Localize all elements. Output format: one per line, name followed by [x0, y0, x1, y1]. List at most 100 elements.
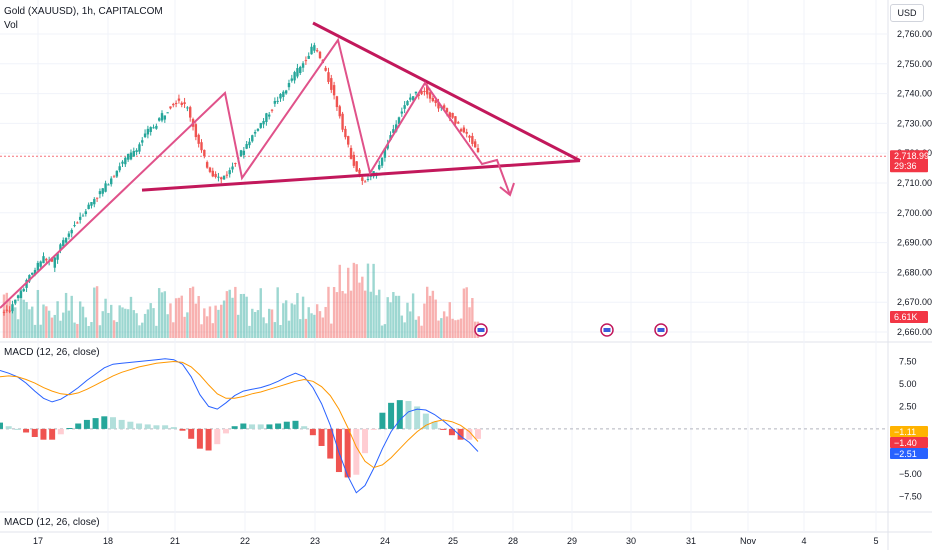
volume-label[interactable]: Vol	[4, 20, 18, 31]
current-price-tag	[890, 150, 928, 173]
macd-label[interactable]: MACD (12, 26, close)	[4, 347, 100, 358]
candle-body	[318, 51, 322, 59]
time-tick-label: Nov	[740, 536, 757, 546]
macd-histogram-bar	[0, 422, 3, 429]
volume-bar	[363, 290, 367, 338]
macd-line	[0, 358, 479, 494]
volume-bar	[372, 263, 375, 338]
symbol-title[interactable]: Gold (XAUUSD), 1h, CAPITALCOM	[4, 6, 163, 17]
volume-bar	[259, 288, 262, 338]
volume-bar	[174, 298, 178, 338]
candle-body	[301, 63, 305, 68]
volume-bar	[135, 313, 138, 338]
candle-body	[259, 122, 262, 128]
candle-body	[174, 102, 178, 105]
volume-bar	[361, 276, 364, 338]
volume-bar	[358, 282, 361, 338]
candle-body	[166, 112, 169, 114]
volume-bar	[2, 294, 6, 338]
volume-bar	[36, 289, 40, 338]
candle-body	[205, 162, 209, 168]
volume-bar	[84, 317, 88, 338]
volume-bar	[112, 320, 116, 338]
candle-body	[78, 216, 82, 220]
volume-bar	[355, 264, 358, 338]
candle-body	[186, 107, 189, 109]
histogram-value-tag-text: −2.51	[894, 449, 917, 459]
macd-histogram-bar	[127, 421, 134, 429]
volume-bar	[459, 318, 463, 338]
candle-body	[87, 204, 90, 210]
candle-body	[157, 118, 161, 121]
volume-bar	[8, 299, 11, 338]
candle-body	[146, 128, 150, 135]
macd-histogram-bar	[14, 428, 21, 430]
volume-bar	[471, 298, 474, 338]
support-line	[141, 159, 581, 192]
volume-bar	[104, 298, 107, 338]
volume-bar	[67, 310, 71, 338]
event-flag-icon-fill	[603, 328, 611, 332]
macd-histogram-bar	[379, 412, 386, 429]
candle-body	[149, 127, 152, 132]
volume-bar	[234, 286, 237, 338]
volume-bar	[239, 294, 243, 338]
volume-bar	[191, 286, 195, 338]
volume-bar	[31, 306, 34, 338]
volume-bar	[383, 324, 387, 338]
volume-bar	[225, 291, 229, 338]
projection-arrowhead	[499, 182, 515, 197]
volume-bar	[380, 325, 384, 338]
macd-histogram-bar	[23, 428, 30, 433]
currency-badge[interactable]: USD	[890, 4, 924, 22]
event-flag-icon-fill	[657, 328, 665, 332]
volume-bar	[338, 264, 341, 338]
volume-bar	[231, 297, 234, 338]
candle-body	[228, 170, 231, 175]
macd-histogram-bar	[431, 421, 438, 429]
price-tick-label: 2,690.00	[897, 238, 932, 248]
macd-histogram-bar	[144, 424, 151, 429]
candle-body	[239, 150, 243, 157]
macd-histogram-bar	[405, 401, 412, 429]
candle-body	[8, 310, 11, 312]
macd-label-secondary[interactable]: MACD (12, 26, close)	[4, 517, 100, 528]
candle-body	[262, 120, 265, 125]
macd-tick-label: 2.50	[899, 401, 917, 411]
macd-histogram-bar	[31, 428, 38, 437]
volume-bar	[451, 318, 454, 338]
volume-bar	[403, 322, 406, 338]
candle-body	[39, 261, 42, 267]
candle-body	[197, 134, 200, 144]
candle-body	[380, 157, 384, 166]
candle-body	[347, 136, 350, 145]
candle-body	[378, 164, 381, 170]
volume-bar	[406, 302, 409, 338]
volume-bar	[14, 307, 17, 338]
candle-body	[189, 107, 192, 118]
volume-bar	[132, 310, 135, 338]
candle-body	[383, 148, 387, 158]
candle-body	[296, 68, 299, 77]
candle-body	[471, 135, 474, 144]
candle-body	[5, 309, 9, 311]
volume-bar	[194, 303, 198, 338]
volume-bar	[78, 301, 82, 338]
candle-body	[361, 177, 364, 181]
candle-body	[313, 45, 316, 51]
time-tick-label: 4	[801, 536, 806, 546]
volume-bar	[296, 293, 299, 338]
candle-body	[104, 183, 107, 192]
candle-body	[22, 289, 25, 292]
macd-histogram-bar	[92, 418, 99, 429]
volume-bar	[307, 307, 310, 338]
volume-bar	[186, 312, 189, 338]
price-tick-label: 2,680.00	[897, 267, 932, 277]
volume-bar	[45, 306, 48, 338]
volume-bar	[414, 319, 418, 338]
candle-body	[437, 102, 440, 109]
candle-body	[304, 60, 308, 62]
volume-bar	[28, 309, 31, 338]
